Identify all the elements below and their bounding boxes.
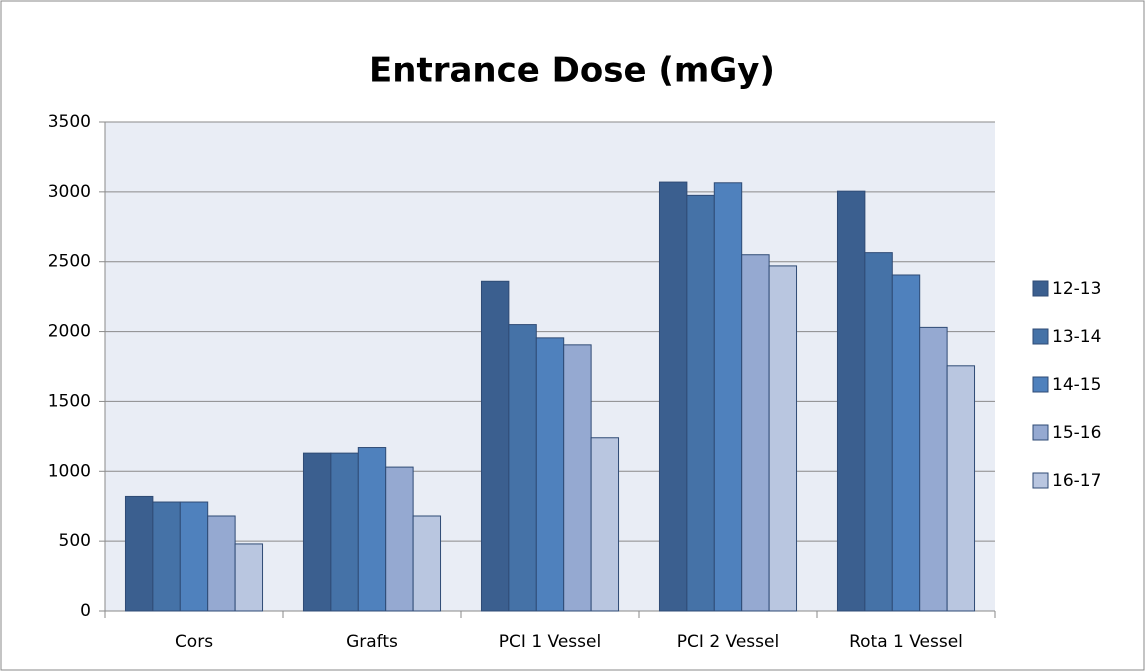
bar — [741, 254, 770, 612]
y-tick-label: 500 — [59, 531, 91, 551]
chart-title: Entrance Dose (mGy) — [369, 51, 775, 91]
bar — [480, 280, 510, 612]
y-tick-label: 3500 — [48, 112, 91, 132]
x-tick-label: Cors — [175, 632, 213, 652]
bar — [535, 337, 565, 612]
x-tick-label: PCI 1 Vessel — [499, 632, 601, 652]
bar — [357, 447, 387, 612]
x-tick-label: Rota 1 Vessel — [849, 632, 963, 652]
bar — [946, 365, 976, 612]
bar — [864, 252, 893, 612]
bar — [836, 190, 866, 612]
legend-label: 13-14 — [1052, 327, 1101, 347]
legend-label: 12-13 — [1052, 279, 1101, 299]
bar — [768, 265, 798, 612]
bar — [124, 495, 154, 612]
bar — [302, 452, 332, 612]
x-tick-label: PCI 2 Vessel — [677, 632, 779, 652]
bar — [686, 194, 715, 612]
legend-swatch — [1032, 328, 1049, 345]
y-tick-label: 2500 — [48, 252, 91, 272]
bar — [207, 515, 236, 612]
bar — [330, 452, 359, 612]
bar — [152, 501, 181, 612]
bar — [385, 466, 414, 612]
bar — [713, 182, 743, 612]
bar — [563, 344, 592, 612]
bar — [179, 501, 209, 612]
bar — [234, 543, 264, 612]
y-tick-label: 3000 — [48, 182, 91, 202]
y-tick-label: 2000 — [48, 322, 91, 342]
y-tick-label: 0 — [80, 601, 91, 621]
legend-swatch — [1032, 376, 1049, 393]
bar — [590, 437, 620, 612]
legend-swatch — [1032, 280, 1049, 297]
legend-label: 15-16 — [1052, 423, 1101, 443]
bar — [891, 274, 921, 612]
bar — [508, 324, 537, 612]
bar — [658, 181, 688, 612]
x-tick-label: Grafts — [346, 632, 398, 652]
legend-swatch — [1032, 424, 1049, 441]
y-tick-label: 1500 — [48, 391, 91, 411]
bar — [412, 515, 442, 612]
bar — [919, 326, 948, 612]
legend-swatch — [1032, 472, 1049, 489]
legend-label: 14-15 — [1052, 375, 1101, 395]
legend-label: 16-17 — [1052, 471, 1101, 491]
y-tick-label: 1000 — [48, 461, 91, 481]
